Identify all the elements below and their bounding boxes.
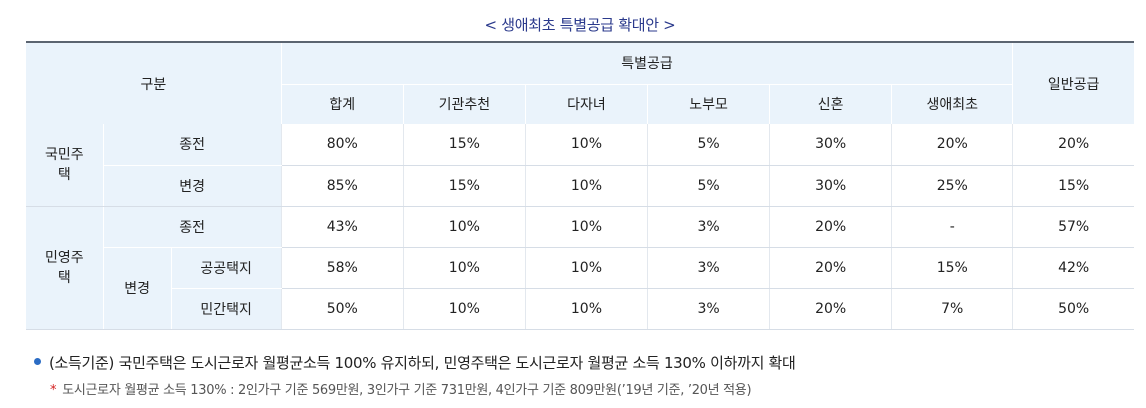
table-cell: 15%: [403, 165, 526, 207]
row-label: 민간택지: [171, 288, 282, 330]
table-cell: 10%: [525, 247, 649, 289]
table-cell: 57%: [1012, 206, 1134, 248]
table-cell: 80%: [281, 124, 404, 166]
bullet-icon: [34, 358, 41, 365]
table-cell: 58%: [281, 247, 404, 289]
table-cell: 15%: [403, 124, 526, 166]
table-cell: 7%: [891, 288, 1014, 330]
table-cell: 20%: [769, 288, 893, 330]
supply-table: 구분 특별공급 일반공급 합계 기관추천 다자녀 노부모 신혼 생애최초 국민주…: [26, 41, 1134, 330]
header-col-agency: 기관추천: [403, 84, 526, 124]
table-cell: 10%: [403, 206, 526, 248]
row-group-label-change: 변경: [103, 247, 172, 330]
income-note-text: (소득기준) 국민주택은 도시근로자 월평균소득 100% 유지하되, 민영주택…: [49, 354, 796, 372]
table-cell: 85%: [281, 165, 404, 207]
table-cell: 5%: [647, 124, 771, 166]
income-note: (소득기준) 국민주택은 도시근로자 월평균소득 100% 유지하되, 민영주택…: [34, 352, 796, 373]
table-title: < 생애최초 특별공급 확대안 >: [484, 16, 676, 34]
table-cell: 42%: [1012, 247, 1134, 289]
table-cell: 20%: [1012, 124, 1134, 166]
table-cell: 15%: [1012, 165, 1134, 207]
table-cell: 30%: [769, 165, 893, 207]
table-cell: 10%: [525, 288, 649, 330]
table-cell: 50%: [1012, 288, 1134, 330]
table-cell: 50%: [281, 288, 404, 330]
header-special-supply: 특별공급: [281, 42, 1014, 85]
table-cell: 3%: [647, 206, 771, 248]
table-cell: 20%: [769, 247, 893, 289]
table-cell: 3%: [647, 247, 771, 289]
header-col-newlywed: 신혼: [769, 84, 893, 124]
income-footnote: * 도시근로자 월평균 소득 130% : 2인가구 기준 569만원, 3인가구…: [50, 379, 752, 398]
table-cell: 10%: [525, 124, 649, 166]
table-cell: 20%: [769, 206, 893, 248]
section-label-private: 민영주택: [26, 206, 104, 330]
header-col-first-time: 생애최초: [891, 84, 1014, 124]
table-cell: -: [891, 206, 1014, 248]
income-footnote-text: 도시근로자 월평균 소득 130% : 2인가구 기준 569만원, 3인가구 …: [62, 383, 752, 398]
header-col-total: 합계: [281, 84, 404, 124]
row-label: 공공택지: [171, 247, 282, 289]
footnote-marker: *: [50, 383, 57, 398]
table-cell: 25%: [891, 165, 1014, 207]
table-cell: 30%: [769, 124, 893, 166]
table-cell: 10%: [525, 206, 649, 248]
table-cell: 10%: [403, 288, 526, 330]
row-label: 종전: [103, 124, 282, 166]
row-label: 변경: [103, 165, 282, 207]
table-cell: 5%: [647, 165, 771, 207]
table-cell: 43%: [281, 206, 404, 248]
table-cell: 20%: [891, 124, 1014, 166]
header-gubun: 구분: [26, 42, 282, 124]
header-col-multichild: 다자녀: [525, 84, 649, 124]
header-col-parents: 노부모: [647, 84, 771, 124]
table-cell: 15%: [891, 247, 1014, 289]
section-label-public: 국민주택: [26, 124, 104, 207]
table-cell: 10%: [403, 247, 526, 289]
header-general-supply: 일반공급: [1047, 76, 1100, 93]
row-label: 종전: [103, 206, 282, 248]
table-cell: 3%: [647, 288, 771, 330]
table-cell: 10%: [525, 165, 649, 207]
